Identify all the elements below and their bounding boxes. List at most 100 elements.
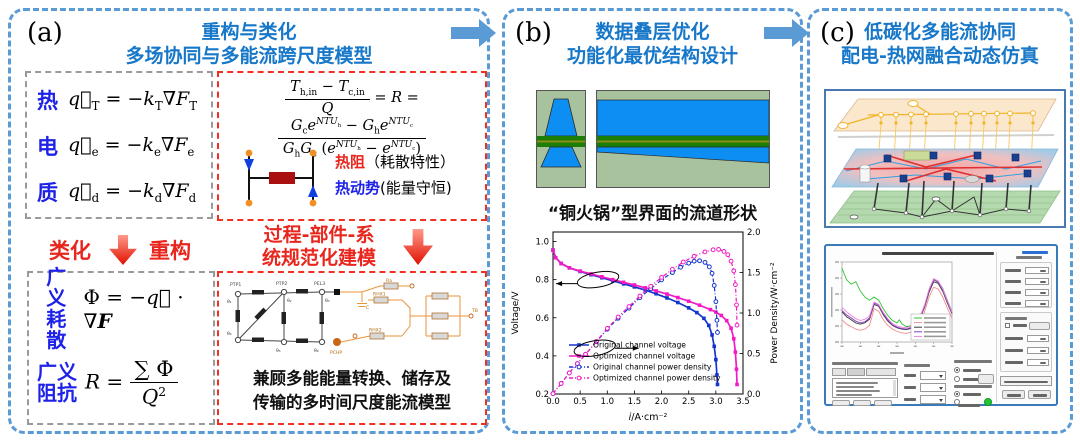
circuit-label: RHX1 [373,292,386,298]
flux-row-electric: 电 q⃗e = −ke∇Fe [27,123,211,169]
process-label-line1: 过程-部件-系 [263,224,375,246]
radio-placeholder [954,391,960,397]
settings-header-placeholder [1016,256,1042,259]
flux-label-heat: 热 [37,89,58,113]
generalized-label-top: 广义 [37,360,77,384]
layered-network-diagram [824,89,1066,228]
pcb-block [903,150,931,161]
flux-equations-box: 热 q⃗T = −kT∇FT 电 q⃗e = −ke∇Fe 质 q⃗d = −k… [25,71,213,219]
panel-b-to-c-arrow-icon [764,19,810,47]
circuit-label: C [366,305,369,311]
button-placeholder [853,400,871,406]
tab-placeholder [832,368,846,376]
circuit-label: RHX2 [369,328,382,334]
panel-a-title: 重构与类化 多场协同与多能流跨尺度模型 [11,20,487,69]
list-item-placeholder [836,394,872,396]
field-label-placeholder [904,398,916,401]
input-placeholder [1025,300,1049,307]
button-placeholder [832,400,850,406]
field-label-placeholder [1005,361,1023,364]
panel-b-title-line2: 功能化最优结构设计 [566,45,738,68]
flux-eq-heat: q⃗T = −kT∇FT [68,87,198,113]
help-link-placeholder [1022,251,1048,254]
scrollbar-placeholder [893,380,896,396]
model-caption: 兼顾多能能量转换、储存及 传输的多时间尺度能流模型 [219,367,485,415]
down-arrow-icon [244,159,254,171]
layered-network-drawing [829,98,1061,224]
flux-eq-mass: q⃗d = −kd∇Fd [68,179,197,205]
circuit-label: θ₃ [325,298,330,304]
svg-text:1.0: 1.0 [535,238,549,248]
value-placeholder [1040,350,1046,352]
chevron-down-icon [939,387,943,390]
resistance-eq-frac1: Th,in − Tc,in Q [285,79,370,117]
down-arrow-icon [109,235,137,265]
svg-text:0.5: 0.5 [747,350,761,360]
svg-text:1.5: 1.5 [747,269,761,279]
thermal-resistance-term: 热阻 [335,153,366,171]
button-placeholder [978,374,994,384]
button-placeholder [1002,390,1025,399]
circuit-label: PEL3 [314,281,325,287]
thermal-emf-note: (能量守恒) [380,179,452,198]
generalized-impedance-row: 广义 阻抗 R = ∑ Φ Q2 [29,345,213,421]
simulation-software-window [824,244,1058,407]
svg-text:0.8: 0.8 [535,276,549,286]
button-label-placeholder [1033,394,1047,397]
svg-text:2.5: 2.5 [682,397,696,407]
radio-label-placeholder [963,369,981,372]
parameter-group-placeholder [1000,262,1052,308]
panel-a: (a) 重构与类化 多场协同与多能流跨尺度模型 热 q⃗T = −kT∇FT 电… [8,8,490,434]
fuel-cell-chart: 0.0 0.5 1.0 1.5 2.0 2.5 3.0 3.5 0.2 0.4 0.6 0.8 1.0 0… [511,228,780,423]
resistance-eq-frac2: GceNTUh − GheNTUcGhGc (eNTUh − eNTUc) [277,117,427,160]
input-placeholder [1027,359,1049,366]
list-box-placeholder [832,378,898,398]
svg-text:1.0: 1.0 [747,309,761,319]
svg-text:0.0: 0.0 [747,390,761,400]
svg-text:3.0: 3.0 [709,397,723,407]
value-placeholder [1040,338,1046,340]
panel-c-title-line2: 配电-热网融合动态仿真 [841,45,1039,68]
tab-placeholder [847,368,865,376]
resistance-equation: Th,in − Tc,in Q = R = GceNTUh − GheNTUc Gh… [219,79,485,159]
circuit-label: θ₄ [227,331,232,337]
radio-placeholder [954,376,960,382]
reconstruct-label: 重构 [149,239,191,263]
group-label-placeholder [904,364,930,367]
value-placeholder [1040,292,1046,294]
svg-text:2.0: 2.0 [655,397,669,407]
generalized-impedance-label: 广义 阻抗 [37,362,77,404]
panel-a-title-line2: 多场协同与多能流跨尺度模型 [125,45,373,68]
resistance-eq-mid: = R = [374,89,419,106]
flux-label-electric: 电 [37,135,58,159]
svg-text:1.0: 1.0 [601,397,615,407]
panel-c: (c) 低碳化多能流协同 配电-热网融合动态仿真 [807,8,1073,434]
svg-text:i/A·cm⁻²: i/A·cm⁻² [629,412,668,423]
resistance-eq-num2: GceNTUh − GheNTUc [277,117,427,139]
resistance-eq-den2: GhGc (eNTUh − eNTUc) [282,139,422,160]
svg-text:Optimized channel power densit: Optimized channel power density [593,374,721,383]
impedance-eq-num: ∑ Φ [129,357,179,384]
input-placeholder [1025,278,1049,285]
field-label-placeholder [1005,280,1021,283]
circuit-label: PTP1 [230,282,241,288]
energy-flow-model-box: PTP1 PTP2 PEL3 θ₁ θ₂ θ₃ θ₄ θ₅ θ₆ Ra C RH… [217,271,487,425]
thermal-circuit-symbol [244,149,318,207]
svg-text:Original channel voltage: Original channel voltage [593,341,686,350]
field-label-placeholder [1005,302,1021,305]
field-label-placeholder [904,374,916,377]
svg-text:0.5: 0.5 [573,397,587,407]
panel-a-to-b-arrow-icon [451,19,497,47]
resistor-symbol [269,172,295,184]
group-label-placeholder [954,360,992,363]
radio-placeholder [954,367,960,373]
flux-label-mass: 质 [37,181,58,205]
generalized-box: 广义 耗散 Φ = −q⃗ · ∇F 广义 阻抗 R = ∑ Φ Q2 [27,267,215,425]
divider [996,252,997,402]
group-label-placeholder [832,362,898,365]
resistance-legend-line2: 热动势(能量守恒) [335,175,455,201]
svg-text:0.0: 0.0 [546,397,560,407]
svg-text:3.5: 3.5 [736,397,750,407]
list-item-placeholder [836,382,878,384]
panel-b-title: 数据叠层优化 功能化最优结构设计 [505,20,800,69]
